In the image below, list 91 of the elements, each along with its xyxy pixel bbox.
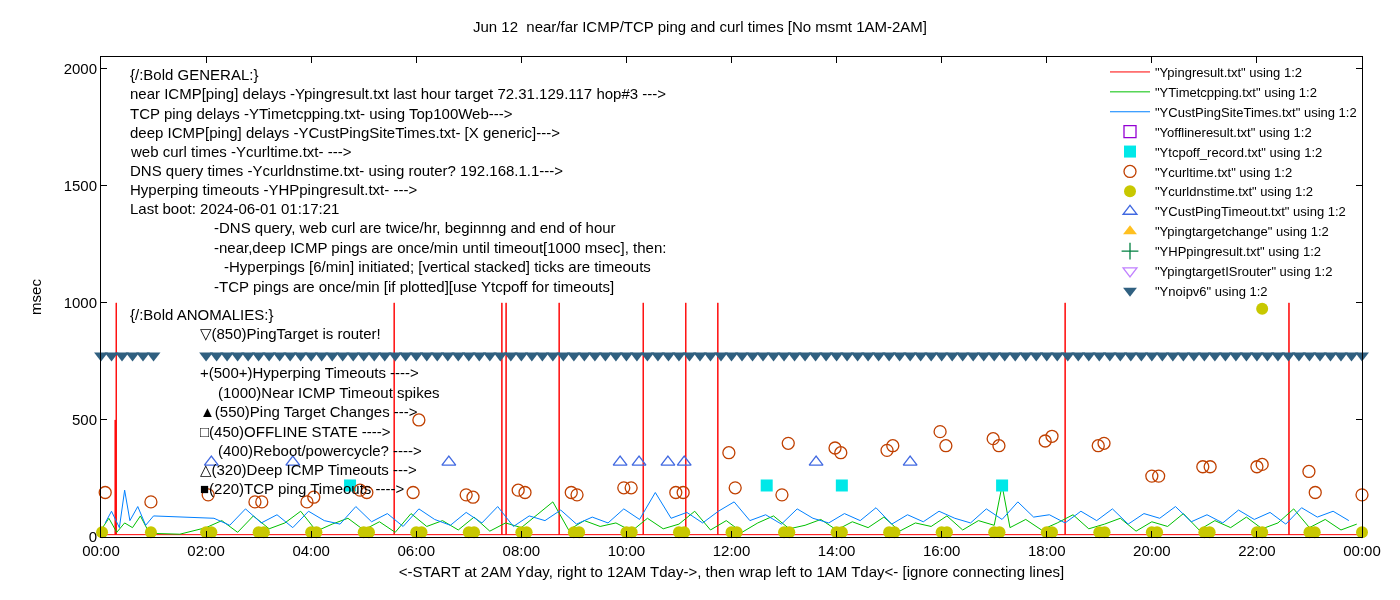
annotation: {/:Bold ANOMALIES:} bbox=[130, 306, 274, 323]
point bbox=[781, 436, 795, 450]
y-axis-title: msec bbox=[26, 278, 44, 315]
annotation: DNS query times -Ycurldnstime.txt- using router? 192.168.1.1---> bbox=[130, 162, 564, 179]
point bbox=[1256, 302, 1269, 315]
legend-label: "Ycurldnstime.txt" using 1:2 bbox=[1155, 184, 1314, 200]
point bbox=[1152, 469, 1166, 483]
annotation: web curl times -Ycurltime.txt- ---> bbox=[130, 143, 352, 160]
annotation: (1000)Near ICMP Timeout spikes bbox=[218, 384, 440, 401]
x-tick-label: 00:00 bbox=[1343, 542, 1381, 559]
point bbox=[1355, 488, 1369, 502]
x-axis-title: <-START at 2AM Yday, right to 12AM Tday->, then wrap left to 1AM Tday<- [ignore connecting lines] bbox=[398, 563, 1065, 580]
legend-label: "YCustPingSiteTimes.txt" using 1:2 bbox=[1155, 104, 1357, 120]
annotation: -near,deep ICMP pings are once/min until timeout[1000 msec], then: bbox=[214, 239, 667, 256]
point bbox=[880, 443, 894, 458]
point bbox=[669, 485, 683, 500]
point bbox=[1196, 460, 1210, 474]
point bbox=[933, 424, 947, 439]
point bbox=[939, 439, 953, 453]
point bbox=[144, 526, 157, 539]
point bbox=[1045, 429, 1059, 443]
point bbox=[518, 485, 532, 500]
point bbox=[98, 485, 112, 500]
chart-title: Jun 12 near/far ICMP/TCP ping and curl times [No msmt 1AM-2AM] bbox=[472, 18, 928, 36]
x-tick-label: 18:00 bbox=[1027, 542, 1066, 559]
point bbox=[1308, 485, 1322, 500]
point bbox=[1091, 439, 1105, 453]
y-tick-label: 1500 bbox=[63, 177, 97, 195]
annotation: -Hyperpings [6/min] initiated; [vertical stacked] ticks are timeouts bbox=[224, 258, 651, 275]
annotation: TCP ping delays -YTimetcpping.txt- using Top100Web---> bbox=[130, 105, 513, 122]
x-tick-label: 22:00 bbox=[1238, 542, 1276, 559]
legend-label: "YHPpingresult.txt" using 1:2 bbox=[1155, 244, 1322, 260]
point bbox=[775, 488, 789, 502]
point bbox=[992, 439, 1006, 453]
y-tick-label: 500 bbox=[71, 411, 97, 429]
point bbox=[1097, 436, 1111, 450]
x-tick-label: 04:00 bbox=[292, 542, 330, 559]
point bbox=[1250, 460, 1264, 474]
point bbox=[624, 481, 638, 495]
annotation: □(450)OFFLINE STATE ----> bbox=[200, 423, 391, 440]
point bbox=[676, 485, 690, 500]
annotation: {/:Bold GENERAL:} bbox=[130, 66, 259, 83]
point bbox=[144, 495, 158, 509]
legend-label: "Yofflineresult.txt" using 1:2 bbox=[1155, 124, 1312, 140]
annotation: near ICMP[ping] delays -Ypingresult.txt last hour target 72.31.129.117 hop#3 ---> bbox=[130, 85, 667, 102]
x-tick-label: 08:00 bbox=[502, 542, 541, 559]
legend-label: "Ynoipv6" using 1:2 bbox=[1155, 283, 1268, 299]
point bbox=[722, 446, 736, 460]
point bbox=[1255, 457, 1269, 472]
annotation: deep ICMP[ping] delays -YCustPingSiteTimes.txt- [X generic]---> bbox=[130, 124, 561, 141]
x-tick-label: 20:00 bbox=[1133, 542, 1171, 559]
point bbox=[835, 479, 848, 492]
annotation: Last boot: 2024-06-01 01:17:21 bbox=[130, 200, 340, 217]
y-tick-label: 1000 bbox=[63, 294, 97, 312]
point bbox=[1203, 460, 1217, 474]
x-tick-label: 14:00 bbox=[817, 542, 856, 559]
x-tick-label: 06:00 bbox=[397, 542, 436, 559]
point bbox=[511, 483, 525, 497]
annotation: -TCP pings are once/min [if plotted][use Ytcpoff for timeouts] bbox=[214, 278, 615, 295]
legend-label: "Ypingresult.txt" using 1:2 bbox=[1155, 65, 1303, 81]
legend-label: "YpingtargetISrouter" using 1:2 bbox=[1155, 264, 1333, 280]
x-tick-label: 10:00 bbox=[607, 542, 646, 559]
point bbox=[570, 488, 584, 502]
annotation: Hyperping timeouts -YHPpingresult.txt- ---> bbox=[130, 181, 418, 198]
x-tick-label: 02:00 bbox=[187, 542, 225, 559]
legend-label: "YTimetcpping.txt" using 1:2 bbox=[1155, 84, 1317, 100]
point bbox=[1302, 464, 1316, 479]
legend-label: "Ycurltime.txt" using 1:2 bbox=[1155, 164, 1293, 180]
annotation: -DNS query, web curl are twice/hr, beginnng and end of hour bbox=[214, 219, 616, 236]
point bbox=[406, 485, 420, 500]
point bbox=[466, 490, 480, 504]
point bbox=[1145, 469, 1159, 483]
x-tick-label: 12:00 bbox=[712, 542, 751, 559]
point bbox=[300, 495, 314, 509]
legend-label: "YCustPingTimeout.txt" using 1:2 bbox=[1155, 204, 1346, 220]
point bbox=[760, 479, 773, 492]
point bbox=[1038, 434, 1052, 448]
x-tick-label: 16:00 bbox=[922, 542, 961, 559]
annotation: ▽(850)PingTarget is router! bbox=[200, 325, 381, 342]
point bbox=[834, 446, 848, 460]
point bbox=[617, 481, 631, 495]
legend-label: "Ypingtargetchange" using 1:2 bbox=[1155, 224, 1329, 240]
legend-label: "Ytcpoff_record.txt" using 1:2 bbox=[1155, 144, 1323, 160]
point bbox=[459, 488, 473, 502]
y-tick-label: 2000 bbox=[63, 59, 97, 77]
point bbox=[828, 441, 842, 455]
point bbox=[986, 432, 1000, 446]
point bbox=[564, 485, 578, 500]
point bbox=[728, 481, 742, 495]
point bbox=[996, 479, 1009, 492]
point bbox=[886, 439, 900, 453]
